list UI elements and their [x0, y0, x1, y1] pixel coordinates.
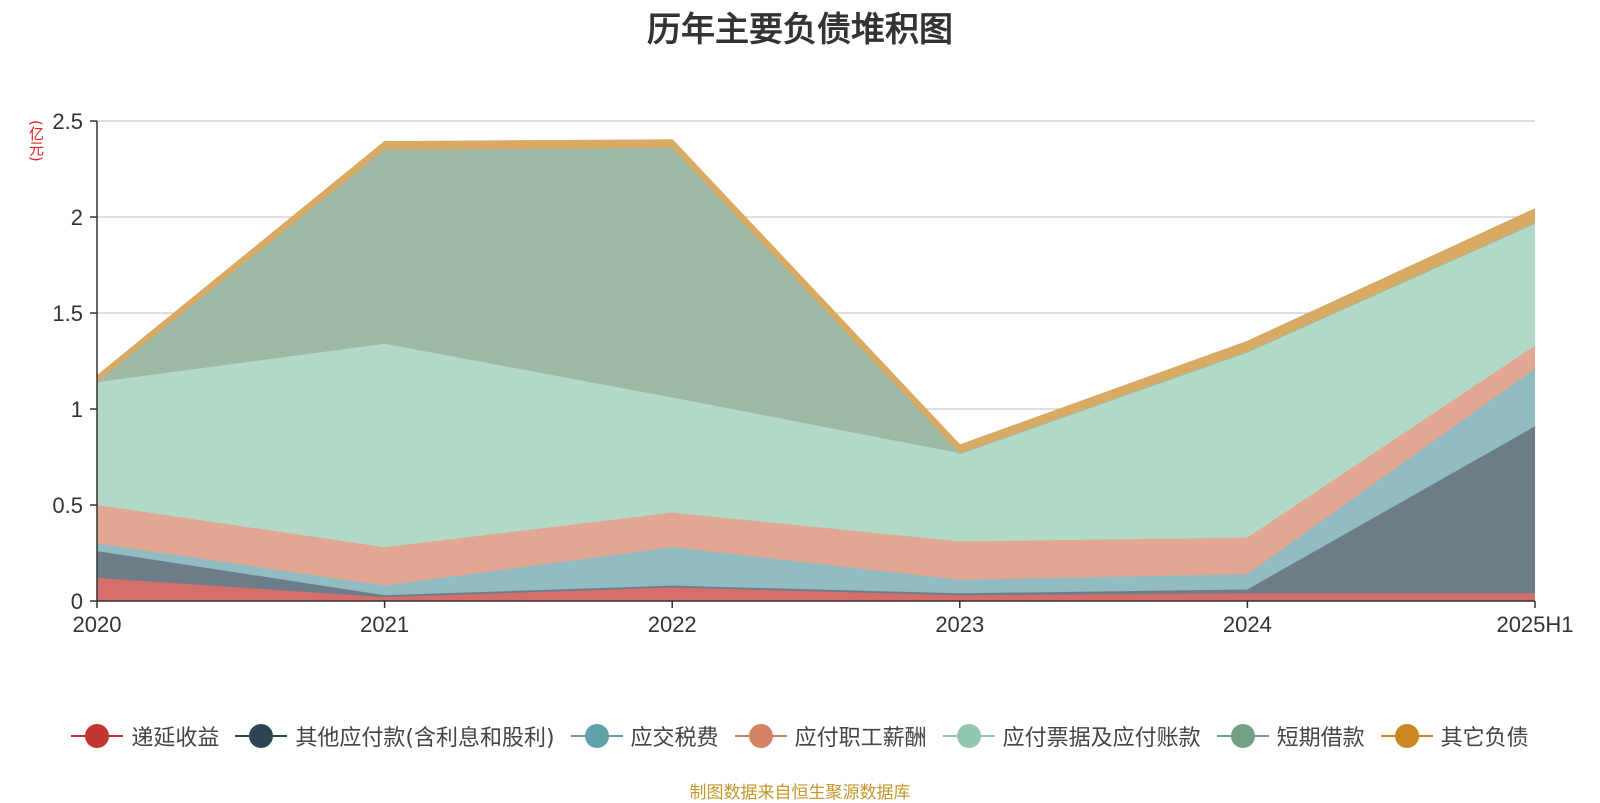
- chart-title: 历年主要负债堆积图: [647, 10, 953, 50]
- legend-marker-icon: [235, 723, 288, 749]
- legend-label: 递延收益: [131, 726, 220, 751]
- legend-item[interactable]: 递延收益: [71, 720, 219, 752]
- legend-label: 其他应付款(含利息和股利): [295, 726, 555, 751]
- stacked-area-chart: 0 0.5 1 1.5 2 2.5 2020 2021 2022 2023 2024 2025H1: [52, 109, 1573, 637]
- x-tick-label: 2020: [73, 612, 122, 637]
- legend-item[interactable]: 应付职工薪酬: [734, 720, 927, 752]
- legend-label: 短期借款: [1276, 726, 1365, 751]
- area-series-4: [97, 222, 1535, 548]
- x-tick-label: 2025H1: [1496, 612, 1573, 637]
- x-tick-label: 2024: [1223, 612, 1272, 637]
- legend-marker-icon: [734, 723, 787, 749]
- area-series-2: [97, 368, 1535, 596]
- y-tick-label: 0.5: [52, 493, 83, 518]
- legend-label: 其它负债: [1440, 726, 1529, 751]
- x-tick-label: 2021: [360, 612, 409, 637]
- y-tick-label: 1: [71, 397, 83, 422]
- legend-marker-icon: [570, 723, 623, 749]
- area-series-6: [97, 140, 1535, 454]
- area-series: [96, 139, 1536, 601]
- legend-marker-icon: [71, 723, 124, 749]
- legend-label: 应付票据及应付账款: [1002, 726, 1201, 751]
- x-tick-label: 2023: [935, 612, 984, 637]
- legend-marker-icon: [1380, 723, 1433, 749]
- legend-marker-icon: [1216, 723, 1269, 749]
- y-tick-label: 0: [71, 589, 83, 614]
- legend: 递延收益 其他应付款(含利息和股利) 应交税费 应付职工薪酬 应付票据及应付账款 短期借款…: [0, 720, 1600, 752]
- source-note: 制图数据来自恒生聚源数据库: [689, 783, 911, 803]
- series-line-6: [96, 139, 1536, 447]
- area-series-1: [97, 426, 1535, 598]
- x-tick-label: 2022: [648, 612, 697, 637]
- y-tick-label: 2.5: [52, 109, 83, 134]
- legend-item[interactable]: 其它负债: [1380, 720, 1529, 752]
- legend-item[interactable]: 其他应付款(含利息和股利): [235, 720, 555, 752]
- legend-item[interactable]: 应交税费: [570, 720, 719, 752]
- area-series-3: [97, 345, 1535, 586]
- legend-marker-icon: [942, 723, 995, 749]
- legend-label: 应交税费: [630, 726, 719, 751]
- axes: 0 0.5 1 1.5 2 2.5 2020 2021 2022 2023 2024 2025H1: [52, 109, 1573, 637]
- legend-label: 应付职工薪酬: [794, 726, 927, 751]
- y-tick-label: 2: [71, 205, 83, 230]
- y-axis-unit: (亿元): [27, 120, 45, 162]
- y-tick-label: 1.5: [52, 301, 83, 326]
- legend-item[interactable]: 短期借款: [1216, 720, 1365, 752]
- series-line-3: [96, 344, 1536, 549]
- legend-item[interactable]: 应付票据及应付账款: [942, 720, 1201, 752]
